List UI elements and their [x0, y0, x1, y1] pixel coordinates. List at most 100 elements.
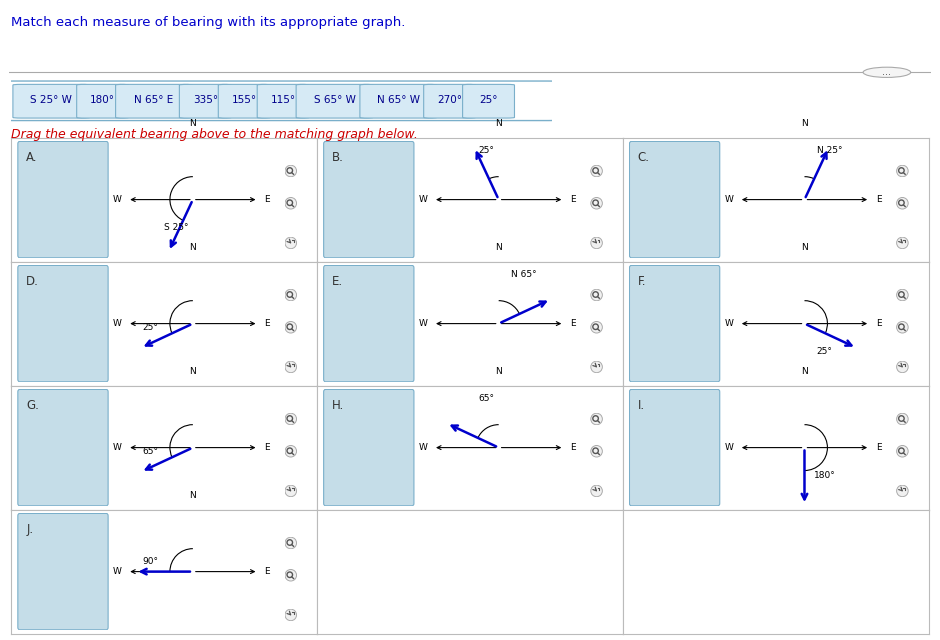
- Text: 25°: 25°: [478, 145, 494, 154]
- Circle shape: [285, 321, 296, 333]
- Text: N 65° E: N 65° E: [134, 95, 174, 105]
- Text: S: S: [802, 395, 807, 404]
- Text: 90°: 90°: [143, 557, 159, 566]
- Text: S: S: [802, 271, 807, 280]
- Ellipse shape: [863, 67, 911, 77]
- FancyBboxPatch shape: [424, 84, 476, 118]
- Text: E: E: [876, 195, 882, 204]
- FancyBboxPatch shape: [323, 141, 414, 258]
- FancyBboxPatch shape: [180, 84, 231, 118]
- Circle shape: [285, 537, 296, 548]
- Text: S: S: [495, 271, 502, 280]
- Circle shape: [897, 237, 908, 249]
- Text: N: N: [801, 367, 807, 376]
- Text: S: S: [802, 519, 807, 528]
- Text: W: W: [418, 195, 428, 204]
- Text: N: N: [801, 243, 807, 252]
- Text: E: E: [570, 319, 575, 328]
- Text: N 65° W: N 65° W: [377, 95, 420, 105]
- Circle shape: [285, 289, 296, 301]
- Text: B.: B.: [332, 151, 344, 164]
- FancyBboxPatch shape: [116, 84, 193, 118]
- Circle shape: [897, 361, 908, 372]
- Text: E: E: [876, 443, 882, 452]
- Circle shape: [285, 165, 296, 177]
- Text: W: W: [418, 443, 428, 452]
- Circle shape: [591, 237, 603, 249]
- Text: E: E: [570, 443, 575, 452]
- Circle shape: [285, 570, 296, 581]
- Text: 155°: 155°: [231, 95, 257, 105]
- Text: N: N: [190, 492, 196, 500]
- Text: W: W: [113, 567, 121, 576]
- Text: W: W: [113, 319, 121, 328]
- Text: 25°: 25°: [143, 323, 159, 332]
- Text: S 65° W: S 65° W: [314, 95, 355, 105]
- FancyBboxPatch shape: [360, 84, 437, 118]
- FancyBboxPatch shape: [218, 84, 270, 118]
- Text: 115°: 115°: [271, 95, 296, 105]
- Text: E: E: [264, 195, 270, 204]
- FancyBboxPatch shape: [258, 84, 309, 118]
- Circle shape: [897, 198, 908, 209]
- Text: 335°: 335°: [193, 95, 218, 105]
- FancyBboxPatch shape: [13, 84, 89, 118]
- Text: W: W: [113, 195, 121, 204]
- FancyBboxPatch shape: [18, 141, 108, 258]
- Circle shape: [897, 165, 908, 177]
- Text: N: N: [801, 119, 807, 128]
- Text: W: W: [113, 443, 121, 452]
- Circle shape: [285, 237, 296, 249]
- Text: E: E: [570, 195, 575, 204]
- FancyBboxPatch shape: [18, 513, 108, 630]
- FancyBboxPatch shape: [630, 141, 720, 258]
- FancyBboxPatch shape: [77, 84, 129, 118]
- Text: E: E: [876, 319, 882, 328]
- Text: N: N: [495, 367, 502, 376]
- Circle shape: [285, 485, 296, 497]
- Text: S: S: [495, 395, 502, 404]
- Text: E.: E.: [332, 275, 343, 288]
- Text: W: W: [418, 319, 428, 328]
- Circle shape: [897, 321, 908, 333]
- Circle shape: [897, 289, 908, 301]
- FancyBboxPatch shape: [630, 266, 720, 381]
- Text: 25°: 25°: [479, 95, 498, 105]
- Text: N: N: [190, 367, 196, 376]
- Text: G.: G.: [26, 399, 39, 412]
- Text: S: S: [190, 271, 196, 280]
- Circle shape: [591, 413, 603, 425]
- Circle shape: [285, 609, 296, 621]
- Text: 180°: 180°: [90, 95, 115, 105]
- Circle shape: [897, 445, 908, 457]
- Text: H.: H.: [332, 399, 344, 412]
- Circle shape: [591, 485, 603, 497]
- Text: 25°: 25°: [817, 346, 833, 356]
- Text: N 25°: N 25°: [817, 145, 842, 154]
- Text: S: S: [190, 395, 196, 404]
- Text: A.: A.: [26, 151, 38, 164]
- FancyBboxPatch shape: [18, 389, 108, 506]
- Text: N: N: [495, 243, 502, 252]
- Text: 65°: 65°: [478, 394, 494, 403]
- Text: F.: F.: [637, 275, 647, 288]
- Text: N: N: [495, 119, 502, 128]
- FancyBboxPatch shape: [323, 389, 414, 506]
- Text: S: S: [190, 519, 196, 528]
- Text: C.: C.: [637, 151, 650, 164]
- FancyBboxPatch shape: [18, 266, 108, 381]
- Text: S 25°: S 25°: [164, 223, 189, 232]
- Text: D.: D.: [26, 275, 39, 288]
- Text: 180°: 180°: [814, 470, 836, 479]
- Circle shape: [591, 198, 603, 209]
- Circle shape: [897, 413, 908, 425]
- Text: 65°: 65°: [143, 447, 159, 456]
- FancyBboxPatch shape: [462, 84, 514, 118]
- Text: W: W: [725, 195, 733, 204]
- Circle shape: [285, 198, 296, 209]
- FancyBboxPatch shape: [323, 266, 414, 381]
- FancyBboxPatch shape: [296, 84, 373, 118]
- Text: ...: ...: [883, 67, 891, 77]
- Text: E: E: [264, 567, 270, 576]
- Text: I.: I.: [637, 399, 645, 412]
